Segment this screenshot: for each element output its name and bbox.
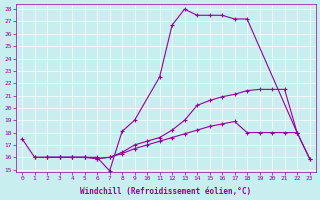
X-axis label: Windchill (Refroidissement éolien,°C): Windchill (Refroidissement éolien,°C) [80,187,252,196]
